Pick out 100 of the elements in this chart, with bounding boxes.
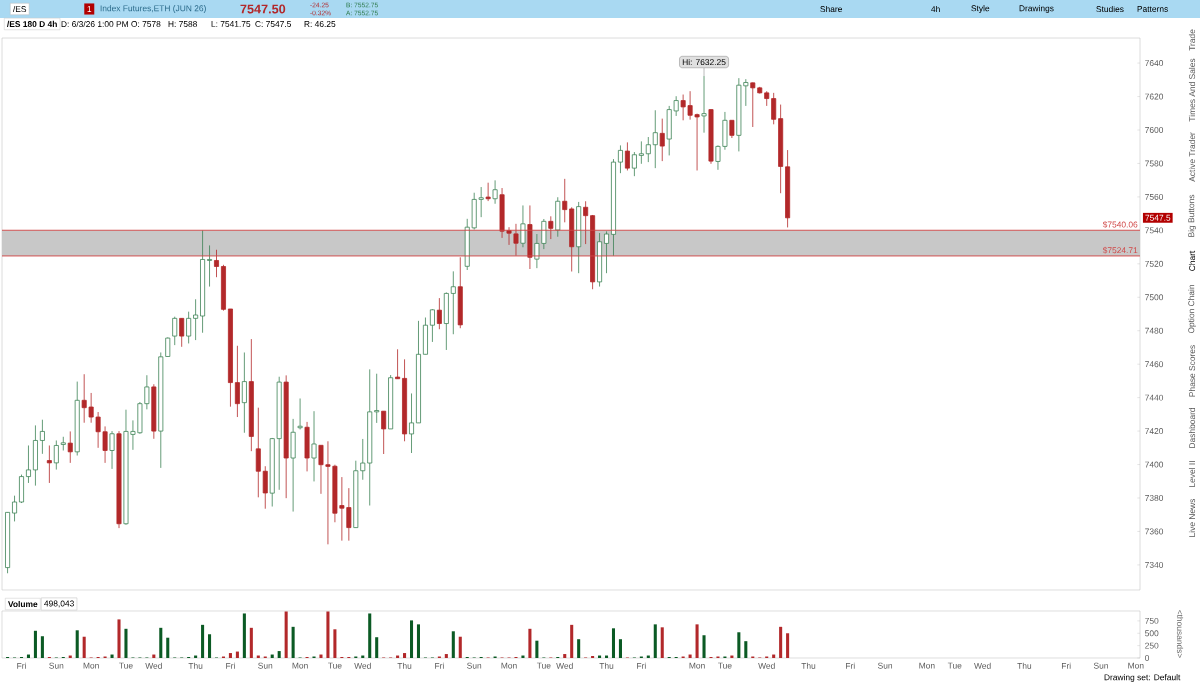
x-tick-label: Wed <box>974 662 991 669</box>
text: Option Chain <box>1188 285 1196 334</box>
bar <box>416 624 421 658</box>
bar <box>242 613 246 658</box>
bar <box>611 628 616 658</box>
chart-title: /ES 180 D 4h <box>7 20 57 28</box>
text: Times And Sales <box>1188 58 1196 122</box>
text: 498,043 <box>44 600 74 608</box>
bar <box>737 632 741 658</box>
text: H: 7588 <box>168 21 197 27</box>
candlestick <box>241 352 247 434</box>
bar <box>228 653 232 658</box>
x-tick-label: Mon <box>501 662 517 669</box>
text: Level II <box>1188 461 1196 487</box>
text: Studies <box>1096 5 1124 13</box>
bar <box>333 629 337 658</box>
candlestick <box>25 445 31 484</box>
bar <box>284 611 288 658</box>
y-tick-label: 7340 <box>1145 561 1164 568</box>
candlestick <box>436 297 442 330</box>
x-tick-label: Fri <box>226 662 235 669</box>
y-tick-label: 7460 <box>1145 361 1164 368</box>
candlestick <box>109 430 115 470</box>
x-tick-label: Tue <box>947 662 962 669</box>
candlestick <box>46 445 52 484</box>
x-tick-label: Thu <box>599 662 614 669</box>
x-tick-label: Mon <box>292 662 308 669</box>
text: L: 7541.75 <box>211 21 251 27</box>
text: /ES <box>12 5 27 13</box>
x-tick-label: Sun <box>878 662 893 669</box>
bar <box>249 627 253 658</box>
text: Phase Scores <box>1188 345 1196 397</box>
candlestick <box>624 141 630 171</box>
text: Big Buttons <box>1188 194 1196 237</box>
x-tick-label: Mon <box>919 662 935 669</box>
y-tick-label: 7560 <box>1145 193 1164 200</box>
ref-line-label: $7524.71 <box>1102 246 1138 254</box>
y-tick-label: 750 <box>1145 617 1159 624</box>
y-tick-label: 7600 <box>1145 127 1164 133</box>
y-tick-label: 7500 <box>1145 294 1164 301</box>
x-tick-label: Tue <box>328 662 342 669</box>
y-axis-title: <thousands> <box>1176 610 1184 658</box>
bar <box>458 636 462 658</box>
candlestick <box>583 200 589 245</box>
y-tick-label: 7420 <box>1145 428 1164 435</box>
text: Drawings <box>1019 5 1054 13</box>
candlestick <box>262 465 268 510</box>
y-tick-label: 7360 <box>1145 528 1164 535</box>
candlestick <box>60 436 66 451</box>
candlestick <box>214 249 219 278</box>
bar <box>291 626 295 658</box>
bar <box>653 624 657 658</box>
candlestick <box>771 92 777 125</box>
x-tick-label: Sun <box>49 662 64 669</box>
candlestick <box>186 311 192 344</box>
bar <box>326 611 330 658</box>
y-tick-label: 7540 <box>1145 227 1164 234</box>
chart-title: Volume <box>8 600 38 608</box>
bar <box>570 624 574 658</box>
text: Active Trader <box>1188 132 1196 182</box>
text: Index Futures,ETH (JUN 26) <box>100 5 206 13</box>
candlestick <box>193 298 199 341</box>
x-tick-label: Thu <box>801 662 816 669</box>
candlestick <box>617 144 623 174</box>
bar <box>117 619 121 658</box>
ref-line-label: $7540.06 <box>1102 221 1138 228</box>
bar <box>40 636 44 658</box>
x-tick-label: Sun <box>467 662 482 669</box>
text: O: 7578 <box>131 21 161 27</box>
y-tick-label: 7400 <box>1145 461 1164 468</box>
bar <box>75 630 79 658</box>
x-tick-label: Fri <box>17 662 26 669</box>
candlestick <box>12 495 18 522</box>
candlestick <box>172 316 178 346</box>
candlestick <box>645 136 651 163</box>
text: Share <box>820 5 842 13</box>
bar <box>786 633 790 658</box>
candlestick <box>311 410 317 482</box>
x-tick-label: Sun <box>258 662 273 669</box>
candlestick <box>520 205 526 248</box>
text: 4h <box>931 5 940 13</box>
y-tick-label: 0 <box>1145 655 1150 661</box>
text: Dashboard <box>1188 407 1196 448</box>
bar <box>159 627 163 658</box>
candlestick <box>297 398 303 430</box>
bar <box>577 639 581 658</box>
y-tick-label: 7640 <box>1145 60 1164 67</box>
x-tick-label: Fri <box>1061 662 1071 669</box>
candlestick <box>631 151 637 177</box>
candlestick <box>255 407 261 498</box>
bar <box>451 631 455 658</box>
candlestick <box>179 317 185 348</box>
candlestick <box>395 348 401 380</box>
text: Patterns <box>1137 6 1168 12</box>
y-tick-label: 7620 <box>1145 93 1164 100</box>
y-tick-label: 7520 <box>1145 260 1164 267</box>
x-tick-label: Thu <box>397 662 412 669</box>
bar <box>277 651 281 658</box>
x-tick-label: Fri <box>637 662 646 669</box>
x-tick-label: Fri <box>846 662 855 669</box>
